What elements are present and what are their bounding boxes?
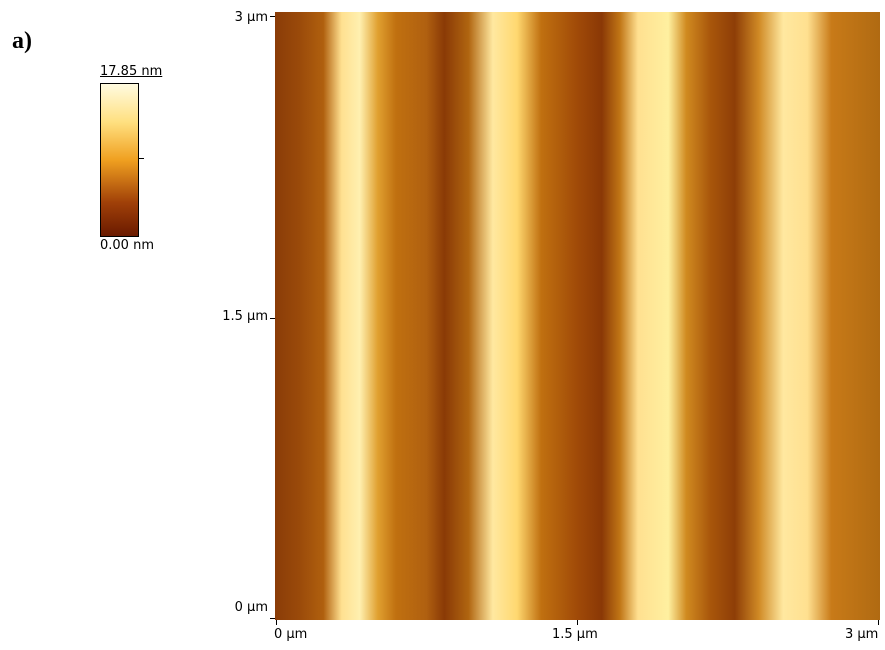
afm-image	[275, 12, 880, 620]
x-tick	[577, 620, 578, 625]
colorbar-max: 17.85 nm	[100, 64, 163, 79]
y-tick	[270, 618, 275, 619]
x-tick-label: 3 µm	[845, 627, 879, 642]
y-tick	[270, 16, 275, 17]
x-tick-label: 1.5 µm	[552, 627, 598, 642]
y-tick-label: 0 µm	[234, 600, 268, 615]
colorbar-min: 0.00 nm	[100, 238, 154, 253]
y-tick	[270, 318, 275, 319]
y-tick-label: 3 µm	[234, 10, 268, 25]
y-tick-label: 1.5 µm	[222, 309, 268, 324]
colorbar	[100, 83, 139, 237]
x-tick	[878, 620, 879, 625]
panel-label: a)	[12, 28, 32, 54]
colorbar-tick	[138, 158, 144, 159]
x-tick	[276, 620, 277, 625]
x-tick-label: 0 µm	[274, 627, 308, 642]
